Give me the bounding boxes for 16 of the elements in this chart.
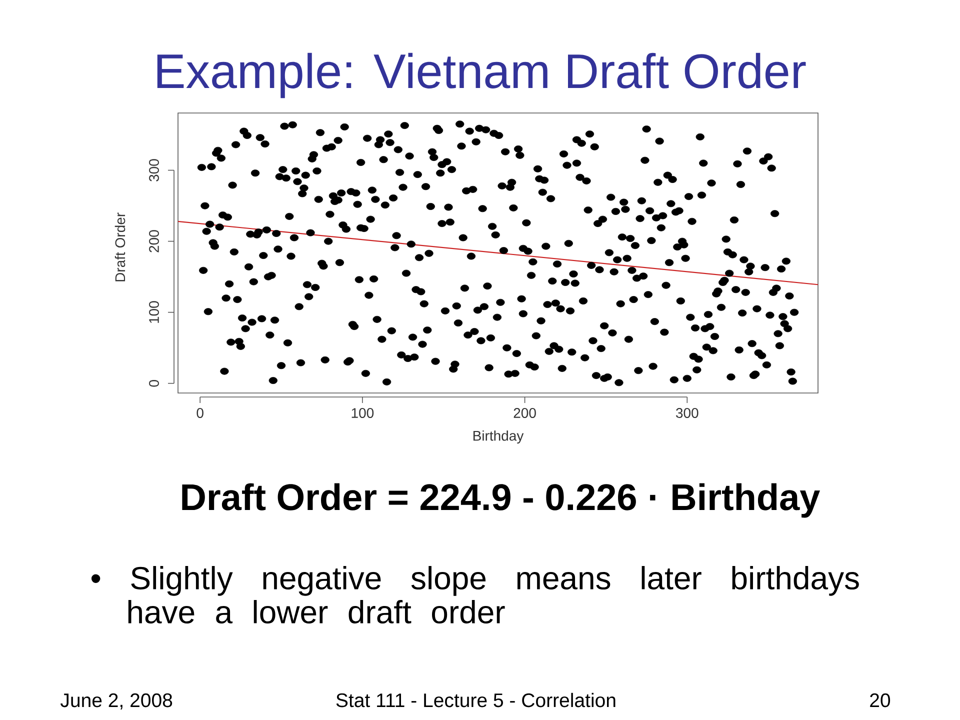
- y-tick-label: 300: [149, 159, 159, 182]
- text: Draft Order = 224.9 - 0.226 · Birthday: [182, 483, 820, 518]
- x-axis-title: Birthday: [473, 430, 524, 444]
- x-tick-label: 100: [352, 408, 374, 418]
- y-tick-label: 200: [149, 230, 159, 252]
- x-tick-label: 300: [676, 408, 698, 418]
- x-tick-label: 0: [196, 408, 204, 418]
- x-tick-label: 200: [514, 408, 536, 418]
- y-axis-title: Draft Order: [114, 212, 126, 282]
- y-tick-label: 100: [149, 301, 159, 323]
- y-tick-label: 0: [149, 380, 159, 387]
- chart-title: Example: Vietnam Draft Order: [157, 52, 806, 98]
- text: • Slightly negative slope means later birthdays have a lower draft order: [91, 566, 859, 624]
- text: June 2, 2008: [60, 693, 172, 710]
- text: Stat 111 - Lecture 5 - Correlation: [336, 692, 616, 708]
- text: 20: [870, 693, 890, 708]
